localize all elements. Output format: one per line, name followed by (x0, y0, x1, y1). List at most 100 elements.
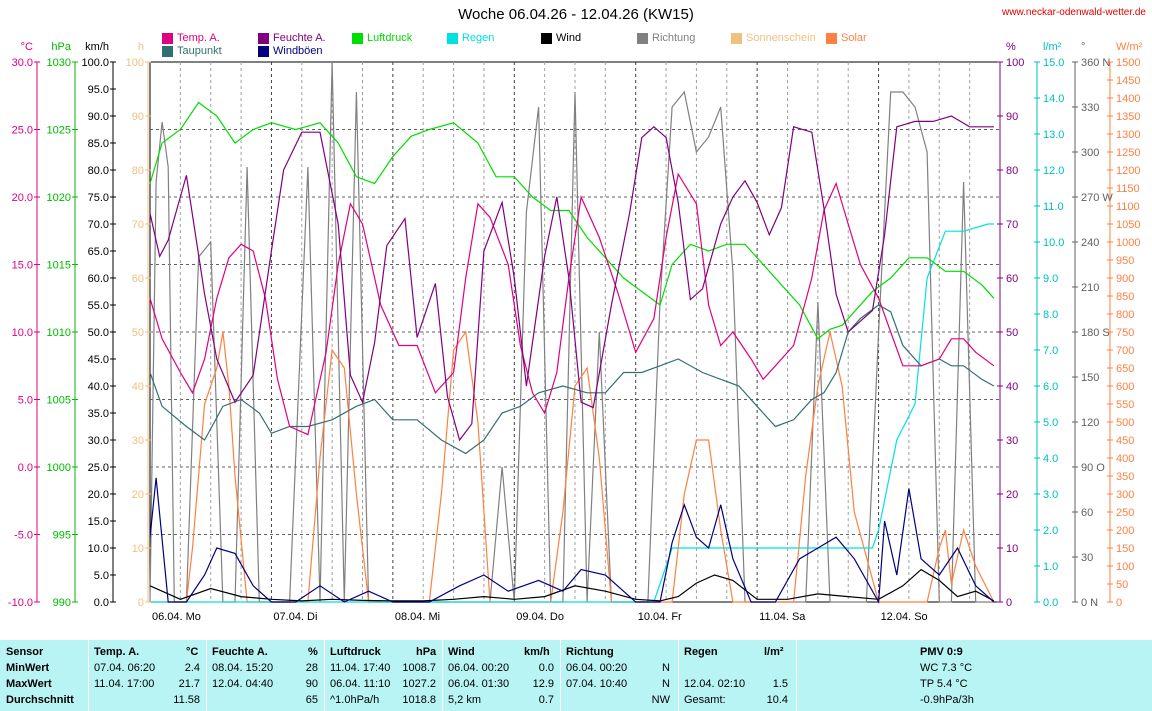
axis-label-humidity: 0 (1006, 597, 1012, 609)
axis-label-direction: 60 (1081, 507, 1093, 519)
axis-label-solar: 1150 (1116, 183, 1140, 195)
axis-label-pressure: 1030 (47, 57, 71, 69)
stats-cell: 1027.2 (402, 678, 436, 690)
axis-label-sun: 60 (132, 273, 144, 285)
x-tick-label: 11.04. Sa (759, 611, 806, 623)
legend-label: Wind (556, 32, 582, 44)
axis-label-pressure: 1020 (47, 192, 71, 204)
x-tick-label: 07.04. Di (273, 611, 317, 623)
axis-label-rain: 3.0 (1043, 489, 1058, 501)
axis-label-wind: 15.0 (88, 516, 109, 528)
stats-cell: 07.04. 10:40 (566, 678, 628, 690)
axis-label-sun: 20 (132, 489, 144, 501)
stats-header-pressure: Luftdruck (330, 646, 381, 658)
x-tick-label: 08.04. Mi (395, 611, 440, 623)
axis-label-temp: 0.0 (18, 462, 33, 474)
stats-cell: 1018.8 (402, 694, 436, 706)
legend-label: Temp. A. (177, 32, 220, 44)
axis-unit-direction: ° (1081, 41, 1085, 53)
legend-item: Wind (541, 32, 581, 44)
axis-label-solar: 200 (1116, 525, 1134, 537)
legend-item: Richtung (637, 32, 695, 44)
legend-swatch (447, 32, 458, 44)
weather-chart: 30.025.020.015.010.05.00.0-5.0-10.0°C103… (8, 41, 1143, 623)
axis-label-solar: 800 (1116, 309, 1134, 321)
series-line-wind (149, 568, 995, 602)
axis-unit-solar: W/m² (1116, 41, 1143, 53)
stats-header-rain-unit: l/m² (764, 646, 784, 658)
axis-label-humidity: 90 (1006, 111, 1018, 123)
axis-label-pressure: 1010 (47, 327, 71, 339)
stats-table: Sensor Temp. A. °C Feuchte A. % Luftdruc… (0, 640, 1152, 711)
stats-cell: 07.04. 06:20 (94, 662, 156, 674)
site-url[interactable]: www.neckar-odenwald-wetter.de (1002, 7, 1146, 18)
x-tick-label: 10.04. Fr (638, 611, 682, 623)
legend-label: Regen (462, 32, 495, 44)
axis-label-solar: 150 (1116, 543, 1134, 555)
axis-label-solar: 0 (1116, 597, 1122, 609)
axis-label-solar: 450 (1116, 435, 1134, 447)
axis-label-wind: 55.0 (88, 300, 109, 312)
stats-cell: -0.9hPa/3h (920, 694, 974, 706)
axis-label-pressure: 1005 (47, 395, 71, 407)
legend-swatch (258, 45, 269, 57)
series-line-luftdruck (149, 101, 995, 340)
axis-unit-rain: l/m² (1043, 41, 1062, 53)
stats-cell: NW (651, 694, 670, 706)
axis-label-temp: 20.0 (12, 192, 33, 204)
axis-label-sun: 0 (138, 597, 144, 609)
axis-label-sun: 80 (132, 165, 144, 177)
stats-cell: 1008.7 (402, 662, 436, 674)
series-line-feuchte-a- (149, 115, 994, 442)
legend-label: Feuchte A. (273, 32, 326, 44)
axis-label-solar: 950 (1116, 255, 1134, 267)
stats-cell: 28 (305, 662, 318, 674)
axis-label-wind: 100.0 (81, 57, 109, 69)
axis-label-rain: 12.0 (1043, 165, 1064, 177)
stats-header-humidity-unit: % (308, 646, 318, 658)
stats-cell: 65 (305, 694, 318, 706)
axis-label-solar: 1100 (1116, 201, 1140, 213)
axis-label-direction: 360 N (1081, 57, 1110, 69)
stats-cell: 5,2 km (448, 694, 482, 706)
axis-label-humidity: 100 (1006, 57, 1024, 69)
stats-cell: 90 (305, 678, 318, 690)
axis-label-sun: 30 (132, 435, 144, 447)
axis-label-humidity: 40 (1006, 381, 1018, 393)
axis-label-sun: 10 (132, 543, 144, 555)
axis-label-wind: 40.0 (88, 381, 109, 393)
axis-label-direction: 120 (1081, 417, 1099, 429)
stats-header-rain: Regen (684, 646, 718, 658)
axis-label-solar: 550 (1116, 399, 1134, 411)
axis-label-rain: 13.0 (1043, 129, 1064, 141)
axis-unit-pressure: hPa (51, 41, 71, 53)
axis-label-wind: 0.0 (94, 597, 109, 609)
stats-cell: N (662, 662, 670, 674)
axis-label-solar: 1200 (1116, 165, 1140, 177)
axis-label-pressure: 1000 (47, 462, 71, 474)
x-tick-label: 12.04. So (881, 611, 928, 623)
axis-label-solar: 1050 (1116, 219, 1140, 231)
stats-cell: 06.04. 00:20 (566, 662, 628, 674)
axis-label-wind: 5.0 (94, 570, 109, 582)
series-line-richtung (149, 61, 994, 603)
stats-cell: 0.7 (538, 694, 554, 706)
axis-label-pressure: 990 (53, 597, 71, 609)
axis-label-sun: 70 (132, 219, 144, 231)
stats-cell: TP 5.4 °C (920, 678, 968, 690)
chart-title: Woche 06.04.26 - 12.04.26 (KW15) (458, 6, 694, 23)
stats-cell: 11.04. 17:40 (330, 662, 391, 674)
axis-label-rain: 10.0 (1043, 237, 1064, 249)
axis-label-rain: 6.0 (1043, 381, 1058, 393)
axis-label-rain: 1.0 (1043, 561, 1058, 573)
legend-swatch (731, 32, 742, 44)
legend-label: Taupunkt (177, 45, 222, 57)
stats-cell: 06.04. 00:20 (448, 662, 510, 674)
legend-item: Taupunkt (162, 45, 222, 57)
legend-item: Solar (826, 32, 867, 44)
axis-label-rain: 9.0 (1043, 273, 1058, 285)
stats-cell: 10.4 (766, 694, 788, 706)
axis-label-solar: 400 (1116, 453, 1134, 465)
axis-label-rain: 0.0 (1043, 597, 1058, 609)
axis-label-temp: 5.0 (18, 395, 33, 407)
